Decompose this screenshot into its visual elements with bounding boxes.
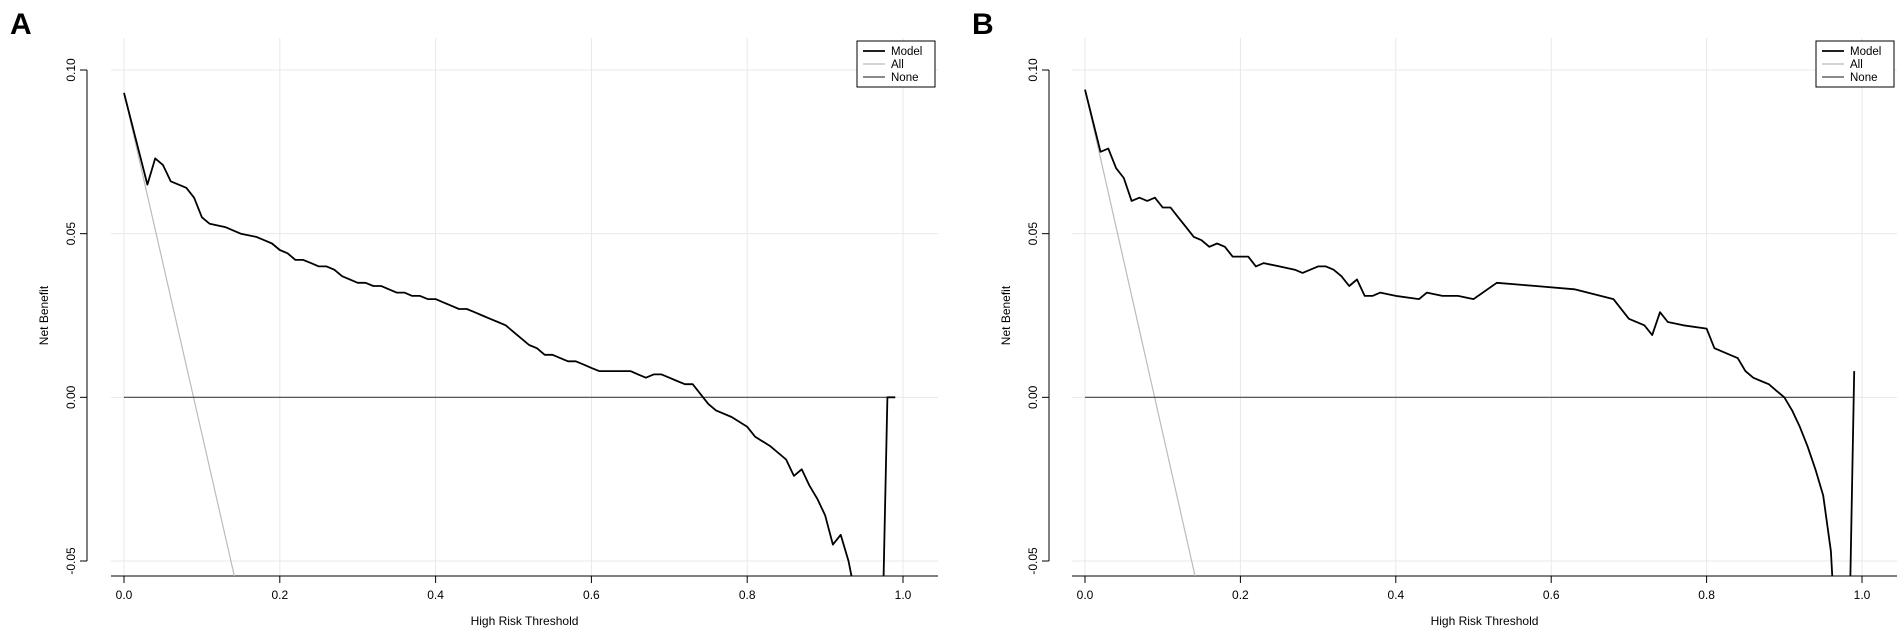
x-tick-label: 1.0 (1854, 588, 1871, 602)
x-tick-label: 0.0 (1077, 588, 1094, 602)
y-tick-label: 0.05 (64, 222, 78, 246)
x-axis-title: High Risk Threshold (1431, 614, 1539, 628)
x-axis-title: High Risk Threshold (471, 614, 579, 628)
y-tick-label: 0.10 (64, 58, 78, 82)
x-tick-label: 0.8 (739, 588, 756, 602)
y-tick-label: -0.05 (64, 547, 78, 575)
panel-a: A -0.05 0.00 0.05 0.10 0.0 0.2 0.4 0.6 0.8 1.0 High… (10, 8, 938, 628)
x-tick-label: 0.0 (116, 588, 133, 602)
x-tick-label: 0.6 (1543, 588, 1560, 602)
series-line-model (123, 92, 896, 576)
series-line-model (1084, 89, 1856, 576)
legend-label: All (1850, 59, 1863, 71)
grid (111, 38, 938, 576)
panel-b: B -0.05 0.00 0.05 0.10 0.0 0.2 0.4 0.6 0.8 1.0 High… (972, 8, 1897, 628)
y-axis-title: Net Benefit (37, 285, 51, 345)
x-tick-label: 0.4 (427, 588, 444, 602)
series-group (123, 92, 896, 576)
series-group (1084, 89, 1856, 576)
legend-label: All (891, 59, 904, 71)
x-tick-label: 0.8 (1698, 588, 1715, 602)
x-tick-label: 0.2 (1232, 588, 1249, 602)
y-tick-label: 0.00 (64, 385, 78, 409)
x-axis: 0.0 0.2 0.4 0.6 0.8 1.0 (1072, 575, 1897, 602)
x-tick-label: 0.4 (1387, 588, 1404, 602)
legend-label: None (1850, 72, 1878, 84)
y-axis: -0.05 0.00 0.05 0.10 (1026, 58, 1050, 575)
y-axis: -0.05 0.00 0.05 0.10 (64, 58, 88, 575)
legend-label: Model (891, 46, 922, 58)
x-tick-label: 0.2 (271, 588, 288, 602)
panel-letter: A (10, 8, 32, 41)
y-tick-label: 0.10 (1026, 58, 1040, 82)
legend-label: Model (1850, 46, 1881, 58)
series-line-all (123, 92, 235, 576)
series-line-all (1084, 89, 1196, 576)
y-tick-label: 0.00 (1026, 385, 1040, 409)
x-tick-label: 1.0 (895, 588, 912, 602)
grid (1072, 38, 1897, 576)
panel-letter: B (972, 8, 994, 41)
legend-label: None (891, 72, 919, 84)
y-tick-label: 0.05 (1026, 222, 1040, 246)
y-axis-title: Net Benefit (999, 285, 1013, 345)
y-tick-label: -0.05 (1026, 547, 1040, 575)
x-axis: 0.0 0.2 0.4 0.6 0.8 1.0 (111, 575, 938, 602)
x-tick-label: 0.6 (583, 588, 600, 602)
